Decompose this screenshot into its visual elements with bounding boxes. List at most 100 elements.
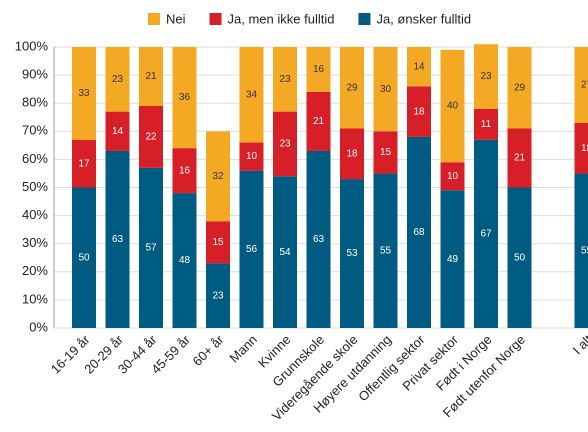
y-tick-label: 20% — [22, 263, 48, 278]
value-label: 67 — [480, 229, 492, 240]
value-label: 14 — [413, 61, 425, 72]
y-tick-label: 90% — [22, 67, 48, 82]
bar-segment — [440, 162, 465, 191]
value-label: 54 — [279, 247, 291, 258]
value-label: 23 — [279, 139, 291, 150]
value-label: 53 — [346, 248, 358, 259]
bar-segment — [340, 179, 364, 328]
legend-label: Ja, men ikke fulltid — [228, 11, 335, 26]
bar-segment — [239, 170, 264, 328]
value-label: 68 — [413, 227, 425, 238]
legend-swatch — [148, 13, 160, 25]
value-label: 50 — [78, 252, 90, 263]
value-label: 15 — [212, 237, 224, 248]
bar-segment — [574, 47, 588, 123]
bar-segment — [507, 128, 532, 188]
value-label: 10 — [246, 151, 258, 162]
bar-segment — [306, 150, 331, 328]
legend-label: Ja, ønsker fulltid — [376, 11, 471, 26]
bar-segment — [574, 173, 588, 328]
bar-segment — [139, 167, 163, 328]
bar-segment — [273, 111, 297, 177]
bar-segment — [206, 263, 230, 328]
value-label: 34 — [246, 89, 258, 100]
bar-segment — [105, 47, 130, 112]
legend-swatch — [209, 13, 222, 25]
bar-segment — [373, 47, 398, 132]
legend-label: Nei — [166, 11, 186, 26]
value-label: 50 — [514, 252, 526, 263]
bar-segment — [340, 128, 364, 180]
value-label: 23 — [212, 290, 224, 301]
value-label: 56 — [246, 244, 258, 255]
value-label: 14 — [112, 126, 124, 137]
bar-segment — [440, 190, 465, 328]
value-label: 29 — [346, 82, 358, 93]
bar-segment — [474, 44, 498, 109]
value-label: 55 — [380, 245, 392, 256]
value-label: 63 — [313, 234, 325, 245]
bar-segment — [440, 49, 465, 163]
bar-segment — [273, 47, 297, 112]
bar-segment — [105, 150, 130, 328]
value-label: 48 — [179, 255, 191, 266]
bar-segment — [373, 173, 398, 328]
y-tick-label: 80% — [22, 95, 48, 110]
bar-segment — [574, 122, 588, 174]
value-label: 21 — [313, 116, 325, 127]
value-label: 10 — [447, 171, 459, 182]
y-tick-label: 30% — [22, 235, 48, 250]
value-label: 49 — [447, 254, 459, 265]
bar-segment — [72, 139, 96, 188]
value-label: 29 — [514, 82, 526, 93]
value-label: 18 — [581, 143, 588, 154]
value-label: 32 — [212, 171, 224, 182]
value-label: 30 — [380, 84, 392, 95]
bar-segment — [172, 148, 197, 194]
value-label: 23 — [480, 71, 492, 82]
bar-segment — [172, 193, 197, 328]
bar-segment — [139, 106, 163, 168]
value-label: 55 — [581, 245, 588, 256]
bar-segment — [206, 221, 230, 264]
bar-segment — [507, 47, 532, 129]
value-label: 16 — [313, 64, 325, 75]
value-label: 17 — [78, 158, 90, 169]
value-label: 57 — [145, 243, 157, 254]
value-label: 15 — [380, 147, 392, 158]
y-tick-label: 40% — [22, 207, 48, 222]
bar-segment — [306, 47, 331, 92]
bar-segment — [206, 131, 230, 222]
bar-segment — [407, 136, 431, 328]
bar-segment — [407, 86, 431, 137]
bar-segment — [474, 108, 498, 140]
value-label: 33 — [78, 88, 90, 99]
value-label: 22 — [145, 132, 157, 143]
value-label: 21 — [145, 71, 157, 82]
value-label: 63 — [112, 234, 124, 245]
value-label: 36 — [179, 92, 191, 103]
value-label: 27 — [581, 80, 588, 91]
bar-segment — [407, 47, 431, 87]
y-tick-label: 60% — [22, 151, 48, 166]
bar-segment — [273, 176, 297, 328]
y-tick-label: 10% — [22, 291, 48, 306]
value-label: 18 — [346, 148, 358, 159]
y-tick-label: 70% — [22, 123, 48, 138]
bar-segment — [72, 187, 96, 328]
value-label: 21 — [514, 153, 526, 164]
y-tick-label: 0% — [29, 319, 48, 334]
bar-segment — [373, 131, 398, 174]
bar-segment — [507, 187, 532, 328]
bar-segment — [105, 111, 130, 151]
bar-segment — [340, 47, 364, 129]
bar-segment — [239, 142, 264, 171]
y-tick-label: 100% — [15, 38, 49, 53]
x-tick-label: 60+ år — [190, 331, 227, 368]
value-label: 23 — [112, 74, 124, 85]
value-label: 16 — [179, 165, 191, 176]
bar-segment — [139, 47, 163, 107]
value-label: 18 — [413, 106, 425, 117]
value-label: 11 — [481, 119, 492, 130]
